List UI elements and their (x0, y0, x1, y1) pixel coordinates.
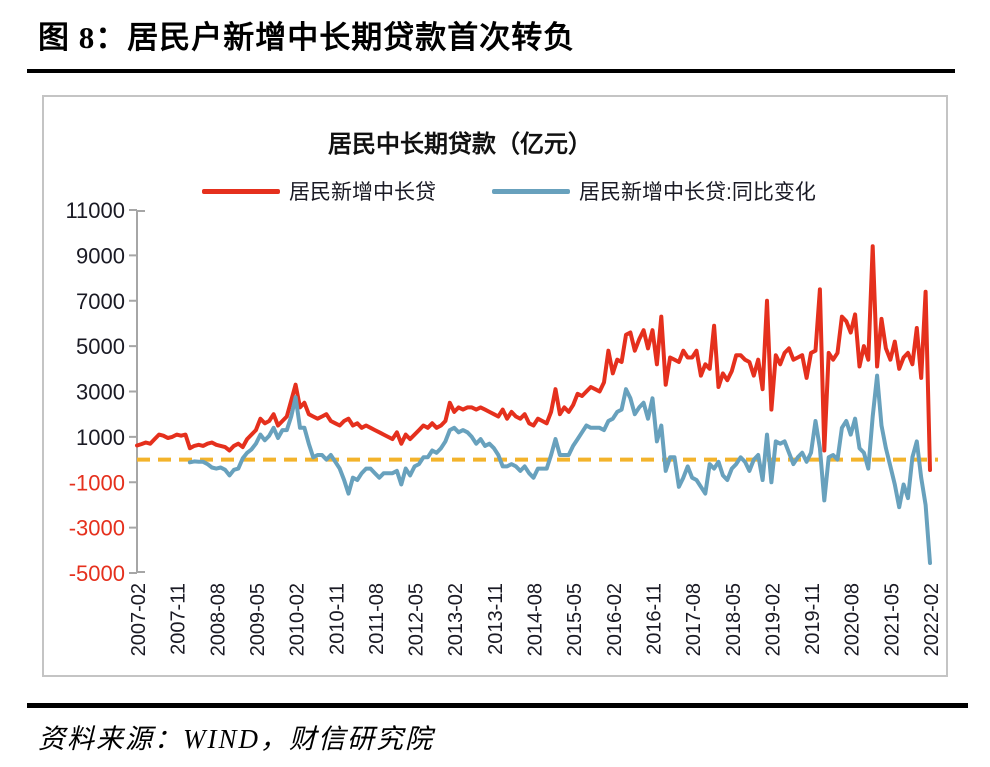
chart-title: 居民中长期贷款（亿元） (328, 131, 592, 158)
x-tick-label: 2021-05 (881, 583, 903, 656)
x-tick-label: 2018-05 (723, 583, 745, 656)
blue-line-swatch (492, 188, 570, 194)
red-line (135, 244, 932, 472)
title-divider-rule (27, 69, 955, 73)
y-tick-label: 1000 (76, 425, 125, 450)
legend-item-red: 居民新增中长贷 (202, 176, 436, 206)
y-tick-label: 7000 (76, 289, 125, 314)
y-tick-label: 11000 (65, 198, 125, 223)
y-tick-label: 9000 (76, 243, 125, 268)
x-tick-label: 2013-02 (445, 583, 467, 656)
source-line: 资料来源：WIND，财信研究院 (38, 724, 434, 754)
x-tick-label: 2007-11 (168, 583, 190, 655)
x-tick-label: 2022-02 (921, 583, 943, 656)
figure-title: 图 8：居民户新增中长期贷款首次转负 (38, 20, 576, 55)
y-axis-caps (137, 210, 145, 573)
y-tick-label: 3000 (76, 380, 125, 405)
x-tick-label: 2009-05 (247, 583, 269, 656)
x-tick-label: 2016-11 (643, 583, 665, 655)
x-tick-label: 2014-08 (525, 583, 547, 656)
x-tick-label: 2016-02 (604, 583, 626, 656)
x-tick-label: 2019-11 (802, 583, 824, 655)
x-tick-label: 2011-08 (366, 583, 388, 655)
y-tick-label: -3000 (69, 516, 125, 541)
y-tick-label: -1000 (69, 470, 125, 495)
legend-item-blue: 居民新增中长贷:同比变化 (492, 176, 816, 206)
x-tick-label: 2008-08 (207, 583, 229, 656)
legend-label-blue: 居民新增中长贷:同比变化 (579, 181, 816, 204)
x-tick-label: 2015-05 (564, 583, 586, 656)
footer-divider-rule (27, 703, 968, 708)
x-tick-label: 2010-11 (326, 583, 348, 655)
x-tick-label: 2019-02 (762, 583, 784, 656)
x-tick-label: 2010-02 (287, 583, 309, 656)
red-line-swatch (202, 188, 280, 194)
x-tick-label: 2007-02 (128, 583, 150, 656)
chart-legend: 居民新增中长贷 居民新增中长贷:同比变化 (202, 176, 902, 206)
y-tick-label: -5000 (69, 561, 125, 586)
x-tick-label: 2020-08 (842, 583, 864, 656)
y-tick-label: 5000 (76, 334, 125, 359)
x-tick-label: 2013-11 (485, 583, 507, 655)
legend-label-red: 居民新增中长贷 (289, 181, 436, 204)
x-tick-label: 2017-08 (683, 583, 705, 656)
blue-line (187, 373, 932, 565)
x-tick-label: 2012-05 (406, 583, 428, 656)
